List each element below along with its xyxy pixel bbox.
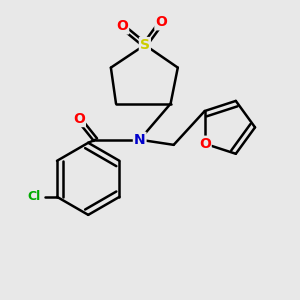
Text: O: O [199,137,211,151]
Text: O: O [155,15,167,29]
Text: N: N [134,133,146,147]
Text: O: O [116,20,128,33]
Text: O: O [73,112,85,126]
Text: S: S [140,38,150,52]
Text: Cl: Cl [28,190,41,203]
